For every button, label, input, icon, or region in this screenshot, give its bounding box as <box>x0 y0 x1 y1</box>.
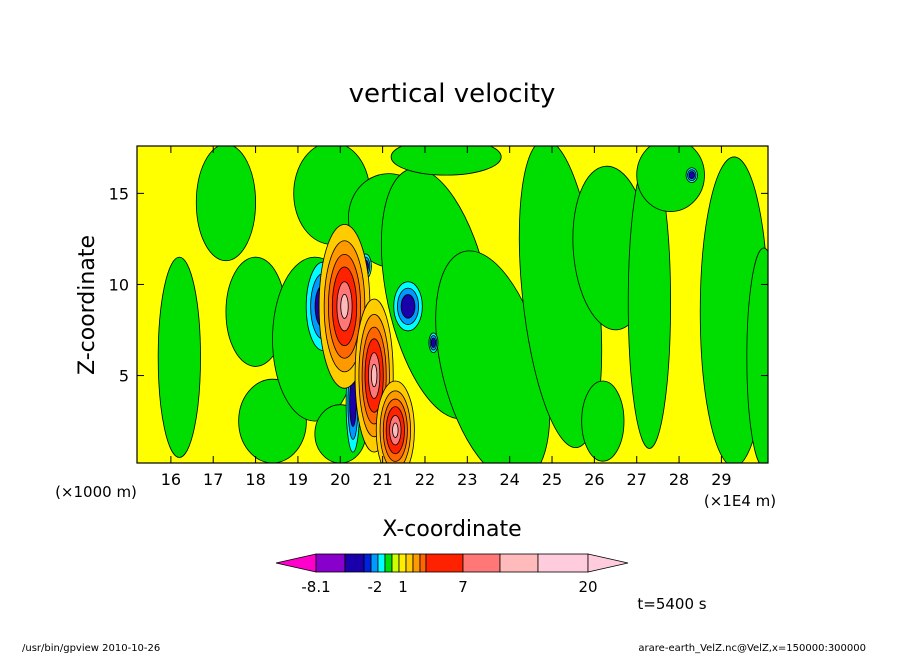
x-tick-label-25: 25 <box>542 470 562 489</box>
y-axis-label: Z-coordinate <box>75 235 100 375</box>
x-tick-label-23: 23 <box>457 470 477 489</box>
colorbar-segment-11 <box>425 553 464 573</box>
contour-green-10-level-0 <box>390 146 502 176</box>
colorbar-segment-1 <box>344 553 365 573</box>
colorbar-segment-4 <box>377 553 386 573</box>
x-tick-label-18: 18 <box>245 470 265 489</box>
contour-green-1 <box>195 146 256 262</box>
x-tick-label-17: 17 <box>203 470 223 489</box>
x-tick-label-16: 16 <box>161 470 181 489</box>
colorbar-label-1: -2 <box>368 578 383 596</box>
x-axis-label: X-coordinate <box>382 517 521 542</box>
contour-green-0-level-0 <box>157 256 201 458</box>
x-tick-label-29: 29 <box>711 470 731 489</box>
colorbar-label-3: 7 <box>458 578 468 596</box>
contour-warm-27 <box>375 380 415 463</box>
colorbar-segment-9 <box>412 553 421 573</box>
x-axis: 16 17 18 19 20 21 22 23 24 25 26 27 28 29 <box>161 146 732 489</box>
x-units-left: (×1000 m) <box>55 483 137 501</box>
x-tick-label-22: 22 <box>415 470 435 489</box>
colorbar-segment-5 <box>384 553 393 573</box>
y-tick-label-5: 5 <box>119 367 129 386</box>
footer-right: arare-earth_VelZ.nc@VelZ,x=150000:300000 <box>638 643 866 654</box>
contour-green-17-level-0 <box>746 247 768 463</box>
colorbar-segment-7 <box>398 553 407 573</box>
y-tick-label-15: 15 <box>109 184 129 203</box>
contour-green-15-level-0 <box>636 146 705 212</box>
colorbar-segment-14 <box>537 553 589 573</box>
y-tick-label-10: 10 <box>109 275 129 294</box>
colorbar-arrow-low <box>275 553 317 573</box>
colorbar-segment-3 <box>370 553 379 573</box>
colorbar-segment-12 <box>462 553 501 573</box>
contour-green-1-level-0 <box>195 146 256 262</box>
chart-title: vertical velocity <box>349 79 556 109</box>
colorbar-segment-0 <box>315 553 346 573</box>
colorbar-segment-2 <box>363 553 372 573</box>
x-tick-label-26: 26 <box>584 470 604 489</box>
colorbar-segment-6 <box>391 553 400 573</box>
x-tick-label-20: 20 <box>330 470 350 489</box>
contour-warm-25-level-5 <box>340 293 349 319</box>
x-tick-label-24: 24 <box>499 470 519 489</box>
contour-warm-27-level-5 <box>392 422 399 438</box>
footer-left: /usr/bin/gpview 2010-10-26 <box>22 643 160 654</box>
contour-cold-23-level-2 <box>430 337 437 348</box>
y-axis: 5 10 15 <box>109 184 768 386</box>
contour-cold-24-level-2 <box>688 171 695 180</box>
contour-green-0 <box>157 256 201 458</box>
x-tick-label-28: 28 <box>669 470 689 489</box>
colorbar-arrow-high <box>587 553 629 573</box>
colorbar-segment-10 <box>419 553 427 573</box>
contour-cold-23 <box>428 332 439 353</box>
colorbar-segment-8 <box>405 553 414 573</box>
time-label: t=5400 s <box>637 595 706 613</box>
x-tick-label-19: 19 <box>288 470 308 489</box>
contour-green-12 <box>581 380 625 462</box>
contour-green-17 <box>746 247 768 463</box>
contour-cold-19 <box>393 281 423 332</box>
plot-frame <box>136 145 769 464</box>
colorbar-labels: -8.1 -2 1 7 20 <box>301 578 597 596</box>
contour-warm-26-level-5 <box>370 363 378 388</box>
plot-area: 16 17 18 19 20 21 22 23 24 25 26 27 28 29 5 10 15 <box>109 145 769 489</box>
x-tick-label-27: 27 <box>627 470 647 489</box>
contour-green-10 <box>390 146 502 176</box>
colorbar-label-0: -8.1 <box>301 578 330 596</box>
colorbar <box>275 553 629 573</box>
contour-green-12-level-0 <box>581 380 625 462</box>
x-units-right: (×1E4 m) <box>704 492 776 510</box>
contour-cold-19-level-2 <box>400 294 416 319</box>
colorbar-label-2: 1 <box>398 578 408 596</box>
colorbar-label-4: 20 <box>578 578 597 596</box>
x-tick-label-21: 21 <box>372 470 392 489</box>
contour-features <box>157 146 768 463</box>
colorbar-segment-13 <box>499 553 539 573</box>
contour-cold-24 <box>685 167 698 183</box>
contour-green-15 <box>636 146 705 212</box>
contour-warm-25 <box>318 223 371 389</box>
